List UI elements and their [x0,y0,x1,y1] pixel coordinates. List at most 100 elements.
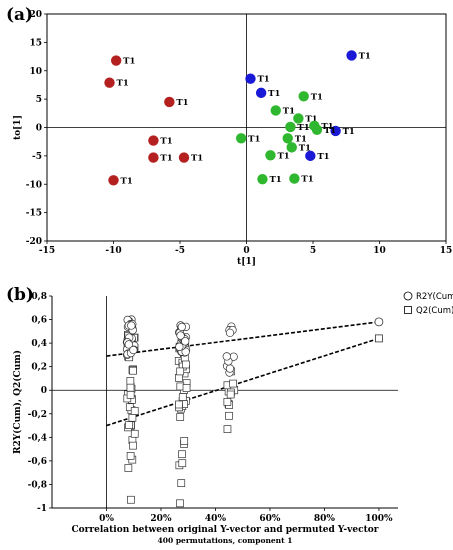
q2-permutation-marker [225,411,233,420]
q2-permutation-marker [126,383,135,392]
score-point-green [235,133,247,144]
score-point-green [289,173,300,184]
q2-permutation-marker [129,441,137,450]
q2-permutation-marker [180,437,189,445]
q2-permutation-marker [176,367,185,376]
panel-a-score-plot: -15 -10 -5 0 5 10 15-20-15-10-505101520t[1]to[… [6,5,452,267]
r2y-permutation-marker [129,345,138,355]
r2y-permutation-marker [175,342,184,351]
r2y-permutation-marker [127,321,136,330]
y-tick-label: 0,6 [31,316,47,326]
y-tick-label: 5 [36,95,42,105]
x-tick-label: 15 [440,246,453,256]
score-point-green [285,121,296,133]
panel-b-permutation-plot: -1 -0,8 -0,6 -0,4 -0,2 0 0,2 0,4 0,6 0,8 0% 20% 40% 6… [6,285,453,545]
q2-original-marker [375,334,383,343]
q2-permutation-marker [182,360,190,369]
y-tick-label: 0 [41,386,47,396]
point-label: T1 [269,175,281,185]
r2y-permutation-marker [222,352,231,361]
point-label: T1 [297,123,309,133]
legend-label: Q2(Cum) [416,306,453,316]
y-tick-label: -0,6 [28,457,47,467]
q2-permutation-marker [176,413,185,421]
score-point-red [178,152,190,163]
score-point-green [293,113,304,124]
score-point-red [148,135,159,146]
point-label: T1 [324,126,336,136]
score-point-green [286,142,297,153]
q2-permutation-marker [178,459,187,468]
x-axis-label: t[1] [237,257,256,267]
point-label: T1 [117,79,129,89]
x-tick-label: 0 [243,246,249,256]
y-tick-label: 20 [29,10,42,20]
point-label: T1 [295,134,307,144]
point-label: T1 [305,114,317,124]
r2y-permutation-marker [181,337,190,346]
y-tick-label: -0,8 [28,480,47,490]
legend-label: R2Y(Cum) [416,292,453,302]
score-point-blue [245,73,256,84]
y-tick-label: -1 [37,504,47,514]
y-tick-label: 15 [29,38,42,48]
x-axis-subtitle: 400 permutations, component 1 [158,536,293,545]
q2-permutation-marker [175,400,183,409]
panel-label-a: (a) [6,5,33,25]
x-tick-label: 0% [99,514,114,524]
y-tick-label: -0,4 [28,433,47,443]
score-point-blue [330,125,341,137]
q2-permutation-marker [229,379,237,388]
point-label: T1 [343,127,355,137]
regression-line [106,321,380,357]
y-tick-label: -15 [26,209,42,219]
y-axis-label: to[1] [13,115,23,140]
q2-permutation-marker [128,413,137,422]
y-axis-label: R2Y(Cum), Q2(Cum) [12,350,23,454]
point-label: T1 [301,175,313,185]
point-label: T1 [321,122,333,132]
point-label: T1 [121,176,133,186]
x-tick-label: 100% [365,514,393,524]
legend-circle-marker [403,291,413,301]
q2-permutation-marker [125,421,133,429]
y-tick-label: 10 [29,67,42,77]
x-tick-label: -5 [175,246,185,256]
q2-permutation-marker [126,377,135,385]
y-tick-label: -5 [32,152,42,162]
point-label: T1 [160,137,172,147]
r2y-permutation-marker [177,322,186,332]
y-tick-label: 0,8 [31,292,47,302]
x-tick-label: -15 [39,246,55,256]
score-point-green [311,124,323,135]
score-point-green [257,173,268,185]
point-label: T1 [257,75,269,85]
q2-permutation-marker [223,398,232,406]
q2-permutation-marker [130,407,139,415]
score-point-green [270,105,281,116]
r2y-permutation-marker [124,340,133,349]
y-tick-label: -10 [26,180,42,190]
score-point-red [110,55,122,66]
r2y-original-marker [374,317,384,327]
q2-permutation-marker [126,391,135,399]
legend-square-marker [404,306,412,314]
q2-permutation-marker [124,464,133,472]
x-tick-label: 10 [373,246,386,256]
y-tick-label: 0,2 [31,363,47,373]
score-point-red [164,96,175,108]
y-tick-label: -20 [26,237,42,247]
q2-permutation-marker [182,384,191,392]
x-tick-label: 80% [314,514,336,524]
panel-label-b: (b) [6,285,34,305]
point-label: T1 [317,152,329,162]
point-label: T1 [248,134,260,144]
q2-permutation-marker [126,451,135,460]
regression-line [106,337,380,427]
point-label: T1 [123,57,135,67]
x-tick-label: 40% [205,514,227,524]
score-point-green [265,150,276,161]
x-tick-label: 20% [150,514,172,524]
score-point-blue [305,150,316,162]
